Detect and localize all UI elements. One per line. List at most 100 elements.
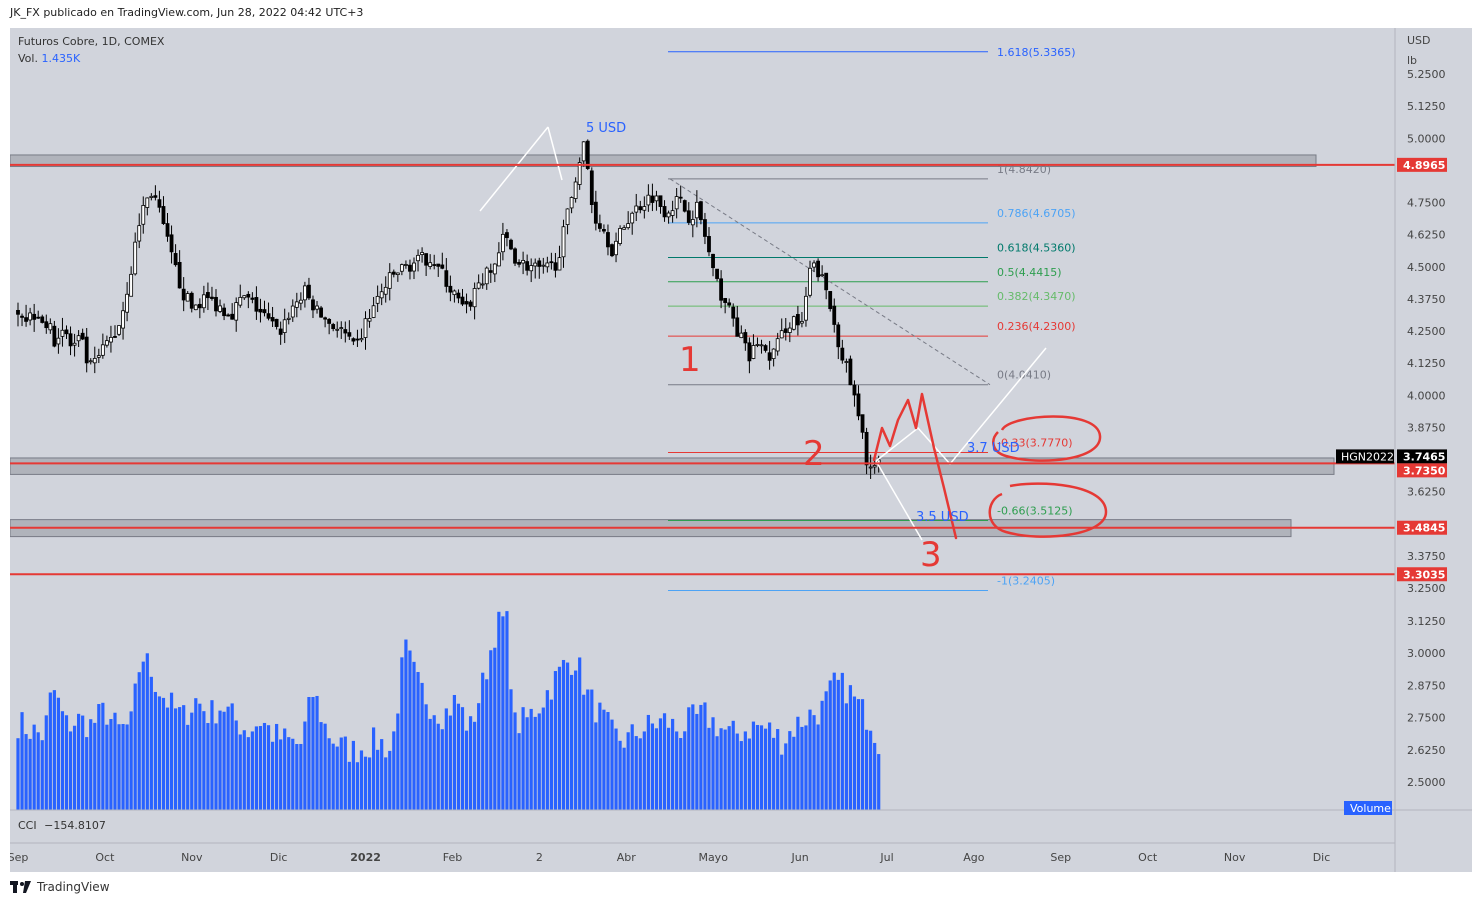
volume-bar	[424, 704, 428, 810]
volume-bar	[582, 694, 586, 810]
volume-bar	[489, 650, 493, 810]
candle-body	[731, 306, 736, 319]
volume-bar	[481, 672, 485, 810]
volume-bar	[359, 750, 364, 810]
volume-bar	[497, 611, 501, 810]
candle-body	[573, 181, 578, 199]
chart-frame[interactable]: 1.618(5.3365) 1(4.8420) 0.786(4.6705) 0.618…	[10, 28, 1472, 872]
candle-body	[214, 296, 218, 312]
price-chart[interactable]: 1.618(5.3365) 1(4.8420) 0.786(4.6705) 0.618…	[10, 28, 1472, 872]
volume-bar	[626, 732, 630, 810]
volume-bar	[776, 729, 780, 810]
volume-bar	[541, 707, 545, 810]
volume-bar	[222, 711, 226, 810]
volume-bar	[335, 746, 339, 810]
candle-body	[783, 328, 788, 333]
candle-body	[505, 232, 509, 239]
volume-bar	[812, 715, 816, 810]
volume-bar	[509, 689, 513, 810]
candle-body	[480, 283, 485, 286]
candle-body	[222, 307, 226, 317]
price-tick-label: 5.1250	[1407, 100, 1446, 113]
candle-body	[476, 282, 481, 289]
candle-body	[246, 293, 251, 298]
target-5-usd-label: 5 USD	[586, 121, 626, 136]
symbol-tag-label: HGN2022	[1341, 450, 1394, 463]
time-tick-label: Abr	[617, 851, 637, 864]
volume-bar	[586, 689, 590, 810]
volume-bar	[666, 727, 671, 810]
volume-bar	[460, 707, 465, 810]
candle-body	[80, 332, 85, 340]
volume-bar	[246, 737, 250, 810]
candle-body	[856, 393, 861, 417]
candle-body	[331, 324, 336, 330]
candle-body	[848, 358, 853, 386]
volume-bar	[654, 728, 659, 810]
volume-bar	[404, 639, 408, 810]
volume-bar	[590, 689, 594, 810]
candle-body	[359, 338, 364, 341]
candle-body	[395, 272, 400, 276]
volume-bar	[101, 702, 105, 810]
candle-body	[24, 317, 28, 322]
volume-bar	[553, 671, 558, 810]
candle-body	[791, 316, 796, 330]
wave-2-label: 2	[803, 434, 825, 474]
candle-body	[509, 239, 513, 250]
symbol-tag	[1336, 449, 1394, 464]
volume-bar	[238, 734, 242, 810]
volume-bar	[190, 712, 194, 810]
volume-bar	[493, 647, 497, 810]
volume-bar	[452, 694, 457, 810]
volume-bar	[473, 721, 477, 810]
candle-body	[282, 319, 287, 333]
candle-body	[541, 264, 546, 267]
volume-bar	[343, 736, 347, 810]
candle-body	[16, 309, 20, 315]
time-tick-label: Nov	[1224, 851, 1246, 864]
candle-body	[117, 325, 121, 335]
price-tick-label: 4.7500	[1407, 197, 1446, 210]
volume-bar	[679, 738, 683, 810]
volume-bar	[501, 616, 505, 810]
candle-body	[569, 197, 574, 209]
candle-body	[355, 338, 360, 341]
tradingview-brand: TradingView	[37, 880, 110, 894]
candle-body	[363, 318, 368, 338]
candle-body	[133, 241, 138, 275]
candle-body	[488, 270, 493, 273]
volume-legend: Vol. 1.435K	[18, 52, 80, 65]
candle-body	[311, 299, 315, 311]
axis-unit: lb	[1407, 54, 1417, 67]
volume-bar	[20, 712, 24, 810]
volume-bar	[525, 717, 529, 810]
candle-body	[751, 345, 756, 359]
volume-bar	[408, 650, 412, 810]
price-tick-label: 3.3750	[1407, 550, 1446, 563]
candle-body	[533, 262, 538, 267]
candle-body	[189, 292, 194, 309]
fib-level-label: -1(3.2405)	[997, 574, 1055, 587]
volume-bar	[291, 738, 295, 810]
volume-bar	[832, 672, 836, 810]
candle-body	[759, 344, 764, 347]
volume-bar	[432, 715, 436, 810]
volume-bar	[517, 733, 521, 810]
volume-bar	[780, 754, 784, 810]
candle-body	[650, 195, 655, 203]
candle-body	[638, 206, 643, 211]
candle-body	[181, 288, 186, 301]
candle-body	[254, 297, 259, 312]
volume-bar	[299, 743, 303, 810]
candle-body	[125, 293, 130, 313]
volume-bar	[594, 722, 598, 810]
volume-bar	[254, 726, 259, 810]
volume-bar	[711, 717, 715, 810]
candle-body	[36, 316, 41, 319]
candle-body	[399, 264, 404, 272]
candle-body	[703, 219, 707, 237]
candle-body	[391, 271, 396, 275]
volume-bar	[347, 761, 351, 810]
candle-body	[383, 286, 388, 295]
